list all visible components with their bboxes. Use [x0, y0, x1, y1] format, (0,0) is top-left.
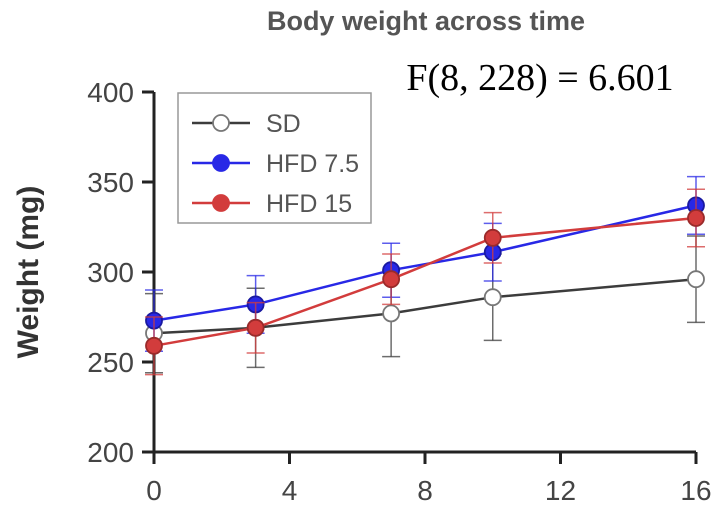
legend-label: HFD 15	[266, 190, 352, 218]
legend: SD HFD 7.5 HFD 15	[177, 92, 372, 224]
data-point	[483, 288, 502, 307]
data-point	[687, 270, 705, 289]
legend-marker	[212, 154, 230, 172]
legend-label: SD	[266, 110, 301, 138]
data-point	[382, 270, 401, 289]
x-tick-label: 8	[417, 475, 433, 506]
legend-marker	[212, 114, 230, 132]
axes: 200 250 300 350 400 0 4 8 12 16	[87, 77, 711, 506]
x-tick-label: 4	[282, 475, 298, 506]
y-axis-label: Weight (mg)	[12, 186, 45, 359]
series-line	[153, 216, 697, 348]
y-tick-label: 350	[87, 167, 134, 198]
legend-label: HFD 7.5	[266, 150, 359, 178]
legend-marker	[212, 194, 230, 212]
series-hfd-15	[145, 188, 705, 376]
data-point	[145, 336, 163, 355]
stat-annotation: F(8, 228) = 6.601	[406, 57, 673, 99]
x-tick-label: 0	[146, 475, 162, 506]
series-sd	[145, 235, 705, 374]
y-tick-label: 250	[87, 347, 134, 378]
y-tick-label: 200	[87, 437, 134, 468]
series-line	[153, 277, 697, 335]
x-tick-label: 12	[545, 475, 576, 506]
series-layer	[145, 175, 705, 376]
data-point	[483, 228, 502, 247]
y-tick-label: 300	[87, 257, 134, 288]
y-tick-label: 400	[87, 77, 134, 108]
data-point	[382, 304, 401, 323]
x-tick-label: 16	[680, 475, 711, 506]
legend-box	[177, 92, 372, 224]
data-point	[687, 209, 705, 227]
chart-title: Body weight across time	[267, 6, 585, 36]
data-point	[246, 318, 265, 337]
